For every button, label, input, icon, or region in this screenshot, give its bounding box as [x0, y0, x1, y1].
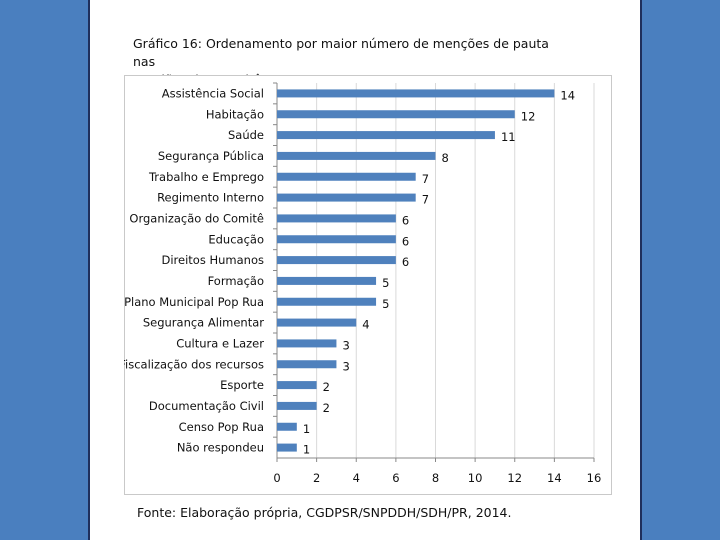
value-label: 3 — [342, 359, 349, 373]
value-label: 14 — [560, 88, 575, 102]
category-label: Formação — [208, 274, 264, 288]
value-label: 5 — [382, 297, 389, 311]
x-tick-label: 12 — [507, 471, 522, 485]
category-label: Documentação Civil — [149, 399, 264, 413]
bar-12 — [277, 339, 337, 348]
bar-10 — [277, 297, 377, 306]
left-side-bar — [0, 0, 88, 540]
x-tick-label: 10 — [468, 471, 483, 485]
category-label: Organização do Comitê — [129, 211, 264, 225]
value-label: 8 — [442, 151, 449, 165]
bar-15 — [277, 401, 317, 410]
bar-11 — [277, 318, 357, 327]
value-label: 5 — [382, 276, 389, 290]
value-label: 1 — [303, 443, 310, 457]
chart-frame — [124, 75, 612, 495]
category-label: Segurança Pública — [158, 149, 264, 163]
value-label: 3 — [342, 338, 349, 352]
bar-16 — [277, 422, 297, 431]
category-label: Habitação — [206, 107, 264, 121]
category-label: Saúde — [228, 128, 264, 142]
bar-6 — [277, 214, 396, 223]
x-tick-label: 14 — [547, 471, 562, 485]
bar-8 — [277, 256, 396, 265]
category-label: Fiscalização dos recursos — [124, 357, 264, 371]
category-label: Não respondeu — [177, 441, 264, 455]
value-label: 12 — [521, 109, 536, 123]
category-label: Assistência Social — [162, 86, 264, 100]
x-tick-label: 2 — [313, 471, 320, 485]
category-label: Educação — [208, 232, 264, 246]
x-tick-label: 4 — [353, 471, 360, 485]
value-label: 2 — [323, 401, 330, 415]
value-label: 7 — [422, 193, 429, 207]
bar-7 — [277, 235, 396, 244]
category-label: Trabalho e Emprego — [148, 170, 264, 184]
value-label: 2 — [323, 380, 330, 394]
chart-title-line-1: Gráfico 16: Ordenamento por maior número… — [133, 36, 549, 69]
value-label: 7 — [422, 172, 429, 186]
x-tick-label: 0 — [273, 471, 280, 485]
value-label: 6 — [402, 213, 409, 227]
bar-4 — [277, 172, 416, 181]
category-label: Esporte — [220, 378, 264, 392]
category-label: Direitos Humanos — [162, 253, 265, 267]
category-label: Regimento Interno — [157, 191, 264, 205]
category-label: Plano Municipal Pop Rua — [124, 295, 264, 309]
category-label: Segurança Alimentar — [143, 316, 264, 330]
bar-2 — [277, 131, 495, 140]
x-tick-label: 6 — [392, 471, 399, 485]
value-label: 11 — [501, 130, 516, 144]
category-label: Cultura e Lazer — [176, 336, 264, 350]
bar-14 — [277, 381, 317, 390]
bar-5 — [277, 193, 416, 202]
bar-1 — [277, 110, 515, 119]
category-label: Censo Pop Rua — [179, 420, 264, 434]
value-label: 4 — [362, 318, 369, 332]
bar-13 — [277, 360, 337, 369]
value-label: 1 — [303, 422, 310, 436]
right-side-line — [640, 0, 642, 540]
right-side-bar — [642, 0, 720, 540]
left-side-line — [88, 0, 90, 540]
value-label: 6 — [402, 234, 409, 248]
value-label: 6 — [402, 255, 409, 269]
x-tick-label: 8 — [432, 471, 439, 485]
bar-0 — [277, 89, 555, 98]
bar-3 — [277, 151, 436, 160]
bar-9 — [277, 276, 377, 285]
source-note: Fonte: Elaboração própria, CGDPSR/SNPDDH… — [137, 505, 512, 520]
x-tick-label: 16 — [587, 471, 602, 485]
bar-17 — [277, 443, 297, 452]
